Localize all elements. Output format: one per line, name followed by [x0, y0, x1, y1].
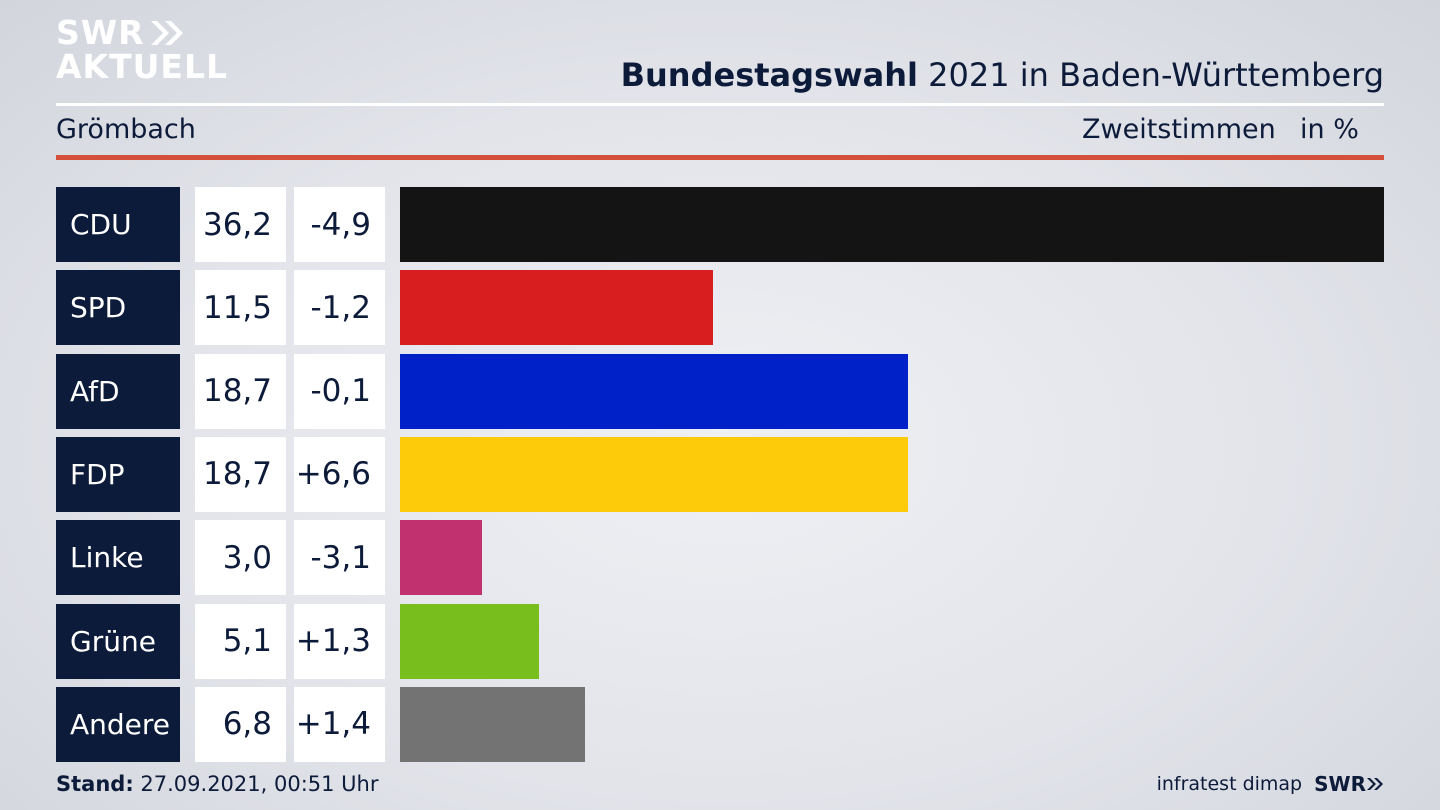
logo-aktuell-text: AKTUELL	[56, 47, 229, 86]
title-bold: Bundestagswahl	[620, 56, 918, 94]
chart-row-afd: AfD 18,7 -0,1	[0, 353, 1440, 429]
party-label: Grüne	[56, 603, 180, 679]
value-label: 6,8	[195, 686, 286, 762]
party-label: FDP	[56, 436, 180, 512]
double-chevron-icon	[150, 21, 183, 45]
change-label: -0,1	[294, 353, 385, 429]
chart-row-cdu: CDU 36,2 -4,9	[0, 187, 1440, 262]
swr-footer-logo: SWR	[1314, 772, 1384, 796]
top-divider	[56, 103, 1384, 106]
stand-label: Stand:	[56, 772, 134, 796]
timestamp: Stand: 27.09.2021, 00:51 Uhr	[56, 772, 379, 796]
swr-footer-text: SWR	[1314, 772, 1366, 796]
swr-aktuell-logo: SWR AKTUELL	[56, 16, 228, 84]
party-label: AfD	[56, 353, 180, 429]
source-label: infratest dimap	[1156, 773, 1303, 795]
party-label: Linke	[56, 520, 180, 596]
chart-row-andere: Andere 6,8 +1,4	[0, 686, 1440, 762]
bar-grüne	[400, 603, 539, 679]
chart-row-grüne: Grüne 5,1 +1,3	[0, 603, 1440, 679]
bar-afd	[400, 353, 908, 429]
party-label: Andere	[56, 686, 180, 762]
bar-linke	[400, 520, 482, 596]
stand-value: 27.09.2021, 00:51 Uhr	[133, 772, 379, 796]
party-label: CDU	[56, 187, 180, 262]
chart-row-linke: Linke 3,0 -3,1	[0, 520, 1440, 596]
metric-label: Zweitstimmen	[1082, 114, 1276, 145]
chart-row-fdp: FDP 18,7 +6,6	[0, 436, 1440, 512]
value-label: 36,2	[195, 187, 286, 262]
value-label: 18,7	[195, 436, 286, 512]
change-label: +1,4	[294, 686, 385, 762]
double-chevron-icon	[1367, 778, 1383, 790]
change-label: -3,1	[294, 520, 385, 596]
value-label: 11,5	[195, 270, 286, 346]
region-label: Grömbach	[56, 114, 196, 145]
header-accent-rule	[56, 155, 1384, 160]
bar-cdu	[400, 187, 1384, 262]
bar-spd	[400, 270, 713, 346]
bar-fdp	[400, 436, 908, 512]
chart-row-spd: SPD 11,5 -1,2	[0, 270, 1440, 346]
change-label: +1,3	[294, 603, 385, 679]
change-label: -4,9	[294, 187, 385, 262]
party-label: SPD	[56, 270, 180, 346]
change-label: +6,6	[294, 436, 385, 512]
logo-swr-text: SWR	[56, 13, 145, 52]
value-label: 5,1	[195, 603, 286, 679]
source-credit: infratest dimap SWR	[1157, 772, 1384, 796]
page-title: Bundestagswahl 2021 in Baden-Württemberg	[621, 56, 1384, 94]
title-rest: 2021 in Baden-Württemberg	[917, 56, 1384, 94]
value-label: 3,0	[195, 520, 286, 596]
value-label: 18,7	[195, 353, 286, 429]
bar-andere	[400, 686, 585, 762]
change-label: -1,2	[294, 270, 385, 346]
unit-label: in %	[1300, 114, 1359, 145]
